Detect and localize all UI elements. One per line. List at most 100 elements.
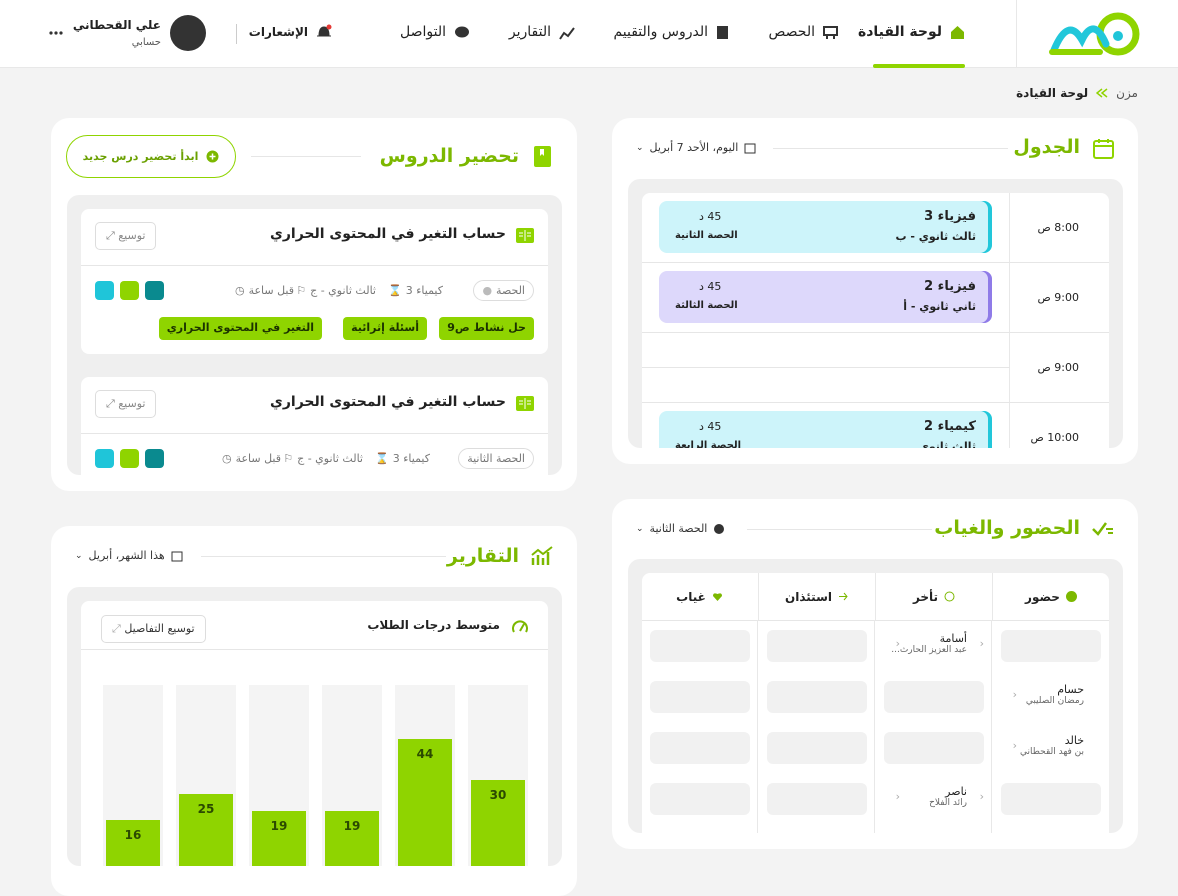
row-line: [642, 402, 1109, 403]
resource-icon[interactable]: [120, 281, 139, 300]
event-class: ثاني ثانوي - أ: [903, 300, 976, 313]
header-label: تأخر: [912, 589, 939, 604]
student[interactable]: أسامة عبد العزيز الحارث...: [891, 632, 967, 655]
lesson-title: حساب التغير في المحتوى الحراري: [270, 394, 506, 410]
divider: [757, 620, 758, 833]
schedule-panel: 8:00 ص 9:00 ص 9:00 ص 10:00 ص فيزياء 3 ثا…: [628, 179, 1123, 448]
nav-label: التقارير: [508, 24, 551, 40]
period-selector[interactable]: هذا الشهر، أبريل ⌄: [75, 549, 183, 562]
nav-label: الإشعارات: [248, 25, 308, 39]
icon: [714, 523, 725, 534]
icon: [531, 546, 553, 565]
bar: [179, 794, 233, 866]
divider: [1016, 0, 1017, 68]
student-family: بن فهد القحطاني: [1020, 747, 1084, 757]
attendance-panel: حضور تأخر استئذان غياب أسامة عبد العزيز ا…: [628, 559, 1123, 833]
chevron: ‹: [1012, 688, 1017, 701]
tag[interactable]: حل نشاط ص9: [439, 317, 534, 340]
period-label: هذا الشهر، أبريل: [88, 549, 165, 562]
expand-button[interactable]: توسيع ⤢: [95, 390, 157, 418]
icon: [1093, 139, 1114, 159]
empty-slot: [767, 681, 867, 713]
event-period: الحصة الثانية: [675, 230, 738, 241]
expand-button[interactable]: توسيع ⤢: [95, 222, 157, 250]
resource-icon[interactable]: [120, 449, 139, 468]
nav-item[interactable]: لوحة القيادة: [858, 24, 965, 40]
user-name: علي القحطاني: [72, 18, 161, 32]
chip-label: كيمياء 3: [392, 452, 430, 465]
nav-item[interactable]: التواصل: [400, 24, 470, 40]
empty-slot: [767, 732, 867, 764]
chevron: ‹: [979, 637, 984, 650]
event-subject: كيمياء 2: [924, 419, 976, 434]
tag[interactable]: أسئلة إثرائية: [343, 317, 427, 340]
student-family: عبد العزيز الحارث...: [891, 645, 967, 655]
row-line: [642, 332, 1109, 333]
event-duration: 45 د: [699, 210, 722, 223]
student-name: ناصر: [945, 785, 967, 798]
event[interactable]: فيزياء 3 ثالث ثانوي - ب 45 د الحصة الثان…: [659, 201, 992, 253]
nav-label: لوحة القيادة: [857, 24, 942, 40]
resource-icon[interactable]: [145, 281, 164, 300]
column-header: حضور: [992, 573, 1109, 620]
resource-icon[interactable]: [95, 281, 114, 300]
bar-label: 30: [489, 787, 507, 802]
icon: [712, 593, 722, 601]
chevron: ‹: [979, 790, 984, 803]
event[interactable]: فيزياء 2 ثاني ثانوي - أ 45 د الحصة الثال…: [659, 271, 992, 323]
crumb[interactable]: مزن: [1116, 86, 1138, 100]
period-chip: الحصة الثانية: [458, 448, 534, 469]
notifications[interactable]: الإشعارات: [249, 24, 332, 40]
reports-panel: متوسط درجات الطلاب توسيع التفاصيل ⤢ 30 44…: [67, 587, 562, 866]
more-menu[interactable]: [49, 30, 63, 36]
resource-icon[interactable]: [145, 449, 164, 468]
subject-chip: كيمياء 3 ⌛: [388, 284, 443, 297]
chevron: ‹: [895, 790, 900, 803]
bar: [398, 739, 452, 866]
event[interactable]: كيمياء 2 ثالث ثانوي 45 د الحصة الرابعة: [659, 411, 992, 448]
crumb-separator: [1096, 88, 1108, 98]
divider: [81, 265, 548, 266]
bar: [252, 811, 306, 866]
new-lesson-button[interactable]: ابدأ تحضير درس جديد: [66, 135, 236, 178]
bar-label: 16: [124, 827, 142, 842]
chip-label: الحصة: [496, 284, 525, 297]
empty-slot: [767, 630, 867, 662]
card-title: الجدول: [1013, 136, 1080, 158]
tag[interactable]: التغير في المحتوى الحراري: [158, 317, 322, 340]
student[interactable]: حسام رمضان الصليبي: [1026, 683, 1084, 706]
empty-slot: [767, 783, 867, 815]
nav-item[interactable]: التقارير: [509, 24, 575, 40]
account-link[interactable]: حسابي: [131, 37, 161, 48]
divider: [236, 24, 237, 44]
nav-item[interactable]: الدروس والتقييم: [613, 24, 729, 40]
lesson-item[interactable]: حساب التغير في المحتوى الحراري توسيع ⤢ ا…: [81, 377, 548, 475]
divider: [1009, 193, 1010, 448]
icon: [744, 143, 756, 153]
icon: [512, 620, 528, 633]
resource-icon[interactable]: [95, 449, 114, 468]
time-label: 9:00 ص: [1037, 361, 1080, 374]
nav-item[interactable]: الحصص: [769, 24, 838, 40]
student-name: أسامة: [939, 632, 967, 645]
expand-button[interactable]: توسيع التفاصيل ⤢: [101, 615, 206, 643]
icon: [206, 150, 219, 163]
student[interactable]: خالد بن فهد القحطاني: [1020, 734, 1084, 757]
time-label: 8:00 ص: [1037, 221, 1080, 234]
bar-label: 44: [416, 747, 434, 762]
bar-label: 19: [343, 819, 361, 834]
lesson-item[interactable]: حساب التغير في المحتوى الحراري توسيع ⤢ ا…: [81, 209, 548, 354]
student[interactable]: ناصر رائد الفلاح: [929, 785, 967, 808]
event-subject: فيزياء 3: [924, 209, 976, 224]
date-selector[interactable]: اليوم، الأحد 7 أبريل ⌄: [636, 141, 756, 154]
avatar[interactable]: [170, 15, 206, 51]
button-label: ابدأ تحضير درس جديد: [82, 150, 199, 163]
period-selector[interactable]: الحصة الثانية ⌄: [636, 522, 725, 535]
divider: [81, 649, 548, 650]
time-label: 9:00 ص: [1037, 291, 1080, 304]
icon: [1065, 591, 1077, 602]
top-bar: لوحة القيادة الحصص الدروس والتقييم التقا…: [0, 0, 1178, 68]
chip-label: ثالث ثانوي - ج: [297, 452, 363, 465]
divider: [81, 433, 548, 434]
